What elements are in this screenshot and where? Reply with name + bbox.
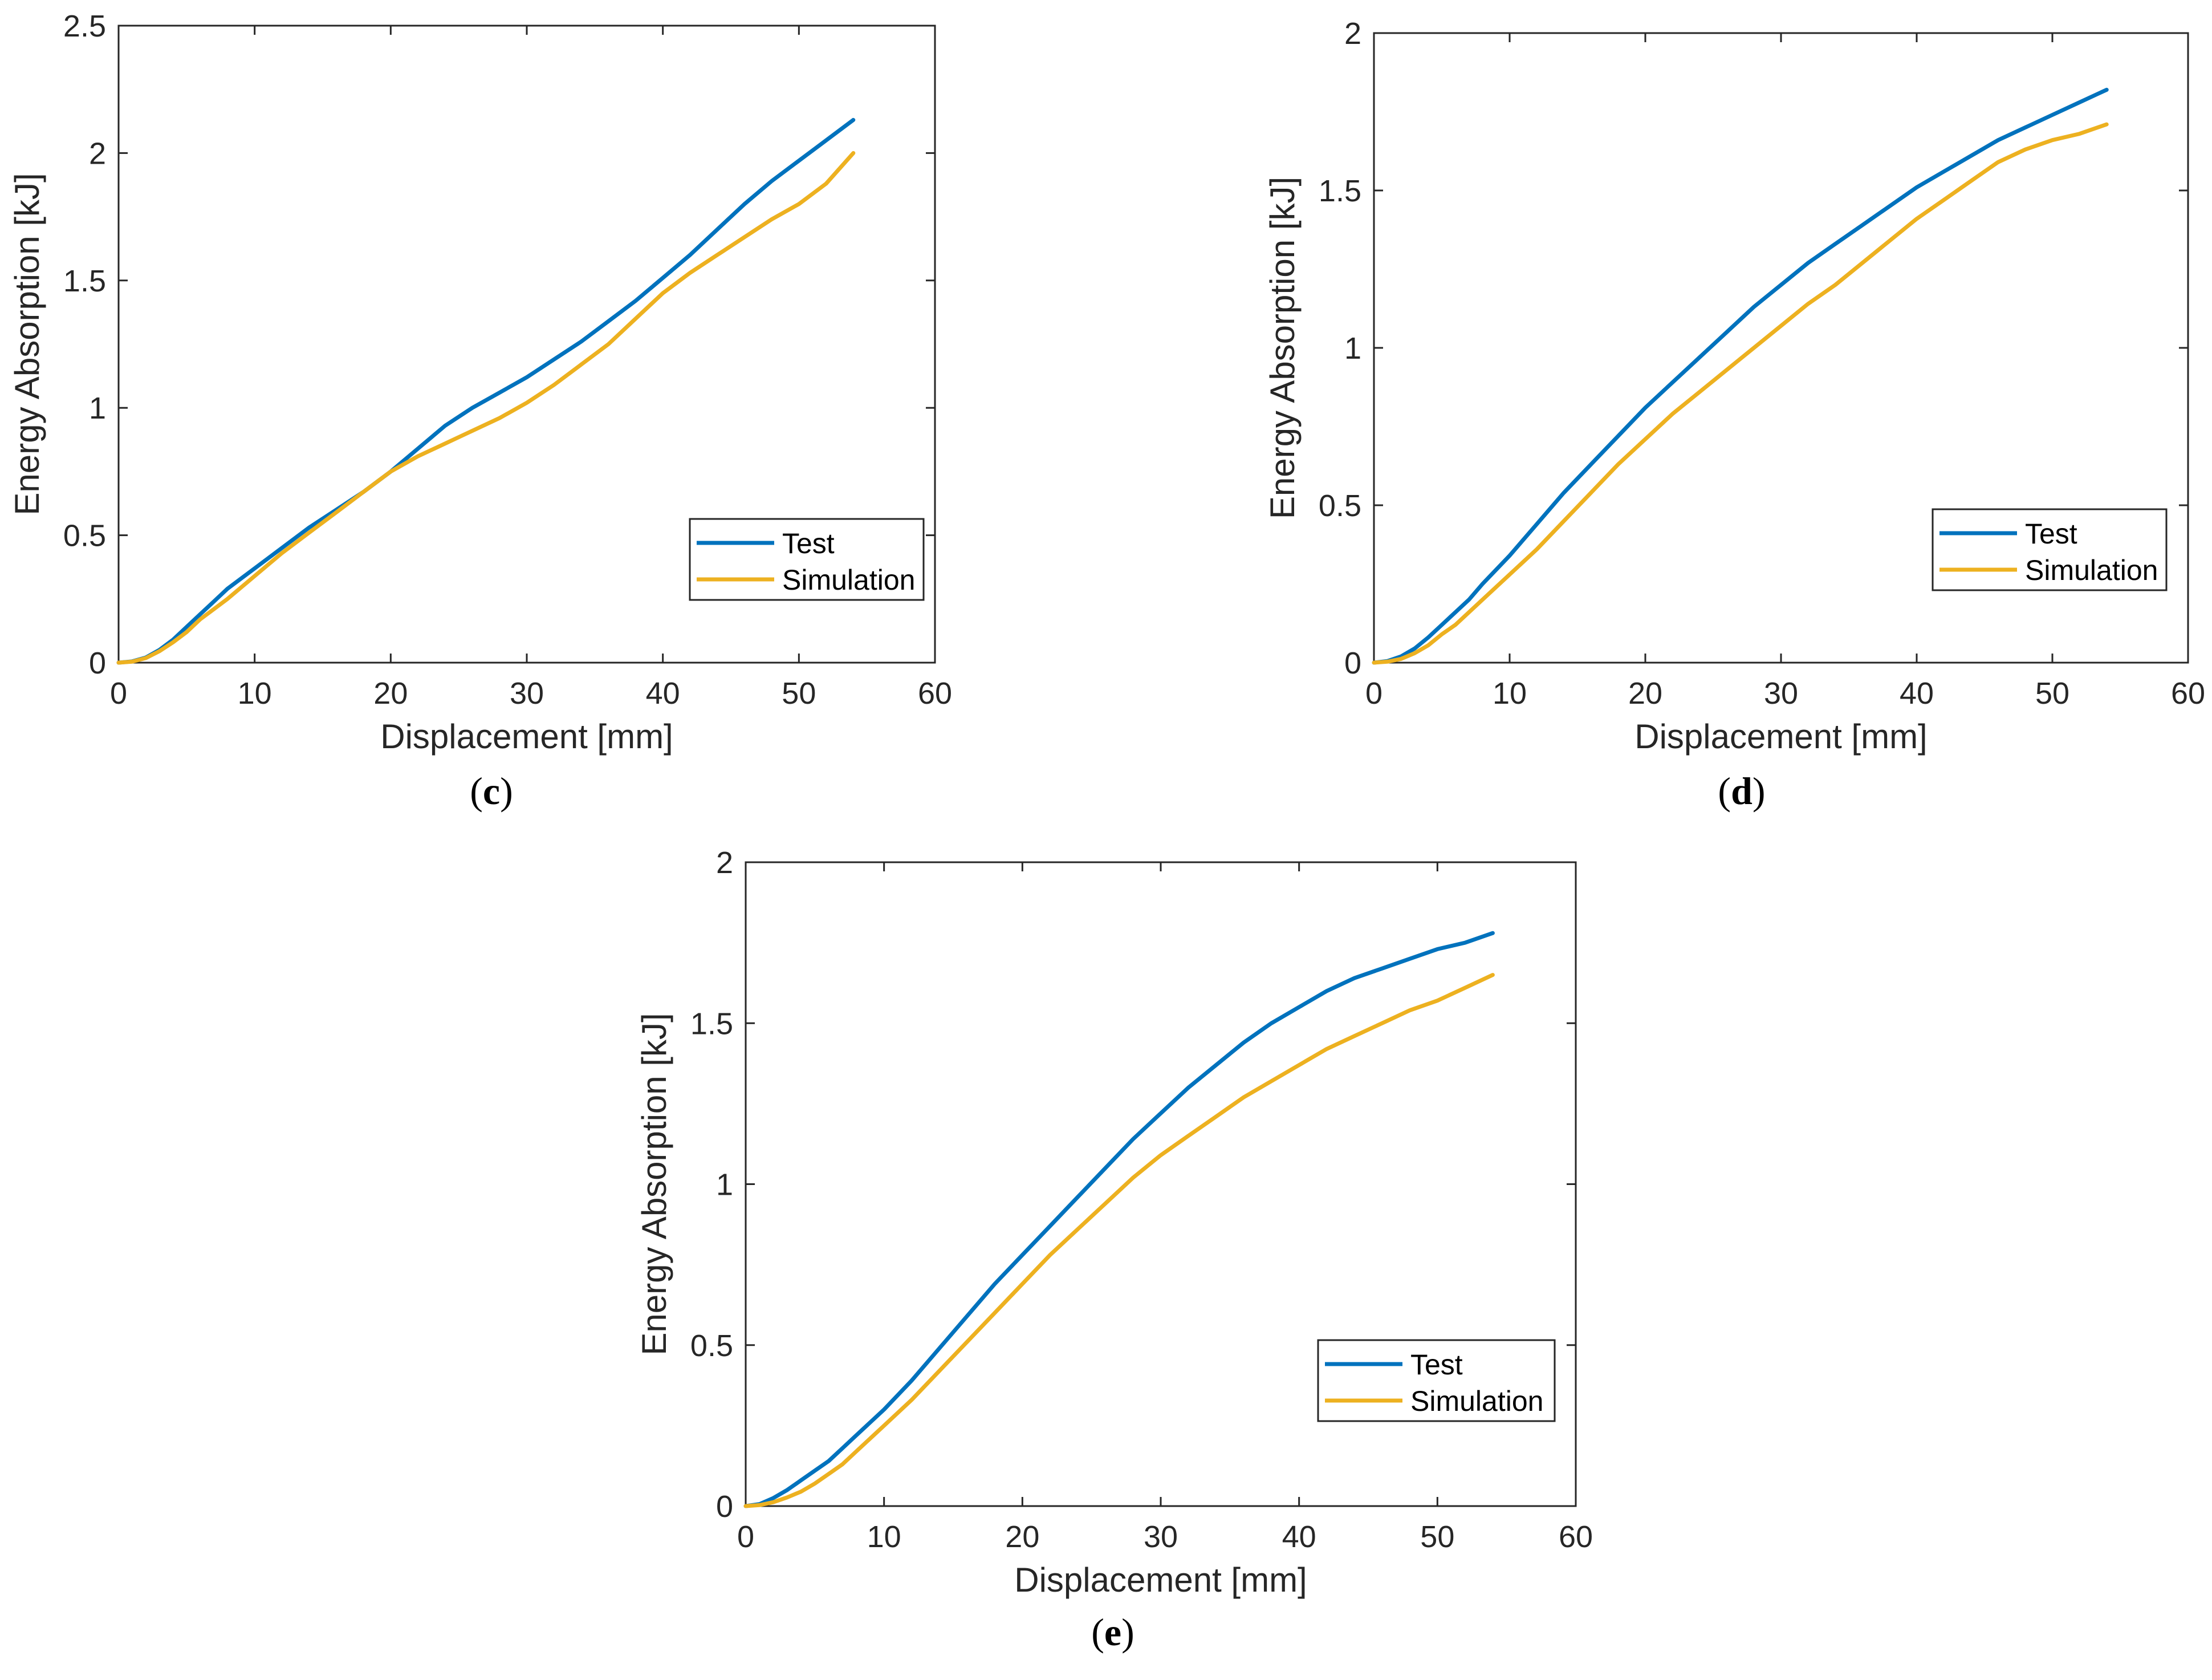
y-tick-label: 1 xyxy=(1344,331,1361,366)
x-axis-label: Displacement [mm] xyxy=(1014,1561,1307,1599)
x-tick-label: 0 xyxy=(110,676,127,711)
x-tick-label: 50 xyxy=(2035,676,2069,711)
x-tick-label: 20 xyxy=(1628,676,1662,711)
y-tick-label: 0.5 xyxy=(63,519,106,553)
x-tick-label: 50 xyxy=(1420,1520,1454,1554)
y-tick-label: 0.5 xyxy=(1319,489,1361,523)
x-tick-label: 10 xyxy=(867,1520,901,1554)
series-line-simulation xyxy=(116,151,856,665)
x-tick-label: 30 xyxy=(1764,676,1798,711)
x-tick-label: 60 xyxy=(2171,676,2205,711)
x-tick-label: 0 xyxy=(737,1520,754,1554)
x-tick-label: 20 xyxy=(373,676,408,711)
x-tick-label: 30 xyxy=(1144,1520,1178,1554)
y-tick-label: 0 xyxy=(716,1490,733,1524)
y-tick-label: 0 xyxy=(89,646,106,680)
x-tick-label: 40 xyxy=(646,676,680,711)
legend-label-simulation: Simulation xyxy=(782,564,915,596)
legend: Test Simulation xyxy=(1932,508,2168,591)
legend: Test Simulation xyxy=(689,518,925,601)
x-axis-label: Displacement [mm] xyxy=(1634,717,1927,756)
x-tick-label: 50 xyxy=(782,676,816,711)
y-tick-label: 1.5 xyxy=(1319,174,1361,208)
y-tick-label: 1.5 xyxy=(690,1007,733,1041)
y-tick-label: 0 xyxy=(1344,646,1361,680)
legend-label-test: Test xyxy=(2025,518,2077,550)
y-tick-label: 1.5 xyxy=(63,264,106,298)
caption-letter: c xyxy=(483,769,500,813)
y-tick-label: 1 xyxy=(89,391,106,425)
legend-box xyxy=(689,518,925,601)
caption-close-paren: ) xyxy=(500,769,513,813)
legend: Test Simulation xyxy=(1317,1339,1556,1422)
y-axis-label: Energy Absorption [kJ] xyxy=(635,1013,673,1355)
y-tick-label: 2.5 xyxy=(63,9,106,43)
panel-caption: (e) xyxy=(1091,1610,1135,1654)
x-tick-label: 20 xyxy=(1005,1520,1039,1554)
caption-close-paren: ) xyxy=(1752,769,1766,813)
chart-panel-c: 0 10 20 30 40 50 60 0 0.5 1 1.5 2 2.5 Displacement [m… xyxy=(8,9,952,813)
caption-letter: d xyxy=(1731,769,1752,813)
panel-caption: (c) xyxy=(470,769,513,813)
caption-open-paren: ( xyxy=(470,769,483,813)
caption-letter: e xyxy=(1104,1610,1121,1654)
y-tick-label: 0.5 xyxy=(690,1329,733,1363)
series-line-simulation xyxy=(743,973,1495,1508)
chart-panel-d: 0 10 20 30 40 50 60 0 0.5 1 1.5 2 Displacement [mm] E… xyxy=(1263,17,2205,813)
legend-label-test: Test xyxy=(782,527,835,559)
series-line-test xyxy=(743,931,1495,1508)
y-axis-label: Energy Absorption [kJ] xyxy=(8,173,46,515)
x-tick-label: 40 xyxy=(1900,676,1934,711)
legend-label-simulation: Simulation xyxy=(2025,554,2158,586)
caption-close-paren: ) xyxy=(1121,1610,1135,1654)
legend-box xyxy=(1317,1339,1556,1422)
panel-caption: (d) xyxy=(1718,769,1765,813)
x-tick-label: 40 xyxy=(1282,1520,1316,1554)
x-tick-label: 60 xyxy=(1559,1520,1593,1554)
y-tick-label: 2 xyxy=(716,846,733,880)
series-line-test xyxy=(1372,87,2109,665)
x-tick-label: 30 xyxy=(510,676,544,711)
caption-open-paren: ( xyxy=(1091,1610,1104,1654)
y-tick-label: 2 xyxy=(1344,17,1361,51)
x-tick-label: 60 xyxy=(918,676,952,711)
x-tick-label: 10 xyxy=(1493,676,1527,711)
caption-open-paren: ( xyxy=(1718,769,1731,813)
legend-label-test: Test xyxy=(1410,1349,1463,1381)
series-line-test xyxy=(116,117,856,665)
x-tick-label: 0 xyxy=(1365,676,1382,711)
x-tick-label: 10 xyxy=(238,676,272,711)
x-axis-label: Displacement [mm] xyxy=(380,717,673,756)
y-axis-label: Energy Absorption [kJ] xyxy=(1263,177,1302,519)
y-tick-label: 1 xyxy=(716,1168,733,1202)
y-tick-label: 2 xyxy=(89,136,106,171)
series-line-simulation xyxy=(1372,122,2109,665)
legend-box xyxy=(1932,508,2168,591)
legend-label-simulation: Simulation xyxy=(1410,1385,1543,1417)
chart-panel-e: 0 10 20 30 40 50 60 0 0.5 1 1.5 2 Displacement [mm] E… xyxy=(635,846,1593,1654)
